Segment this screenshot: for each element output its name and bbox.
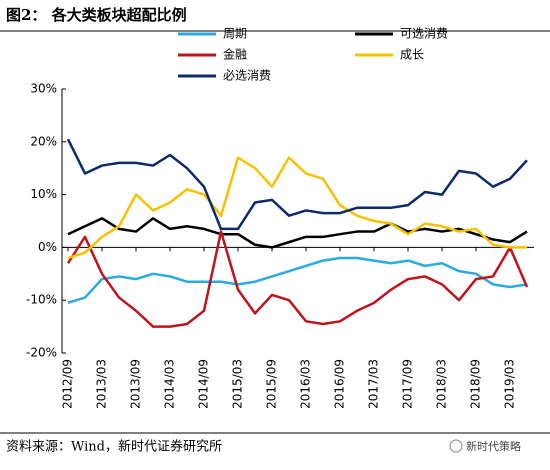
x-tick-label: 2019/03 [503,359,517,409]
watermark-icon [449,439,463,453]
x-tick-label: 2018/03 [435,359,449,409]
x-tick-label: 2014/09 [197,359,211,409]
y-tick-label: -20% [26,346,57,360]
y-tick-label: 0% [38,240,57,254]
y-tick-label: 30% [30,82,57,96]
y-tick-label: -10% [26,293,57,307]
legend-label: 金融 [223,47,247,62]
x-tick-label: 2017/03 [367,359,381,409]
legend-label: 可选消费 [400,27,448,41]
legend-label: 必选消费 [223,69,271,83]
x-tick-label: 2015/09 [265,359,279,409]
x-tick-label: 2015/03 [231,359,245,409]
y-tick-label: 20% [30,134,57,148]
watermark: 新时代策略 [466,439,521,453]
legend-label: 周期 [223,27,247,41]
series-line [67,256,528,305]
series-line [66,230,529,328]
series-line [67,156,527,260]
x-tick-label: 2012/09 [61,359,75,409]
x-tick-label: 2016/03 [299,359,313,409]
x-tick-label: 2013/03 [95,359,109,409]
x-tick-label: 2018/09 [469,359,483,409]
x-tick-label: 2014/03 [163,359,177,409]
legend-label: 成长 [400,48,424,62]
source: 资料来源：Wind，新时代证券研究所 [6,439,222,455]
x-tick-label: 2013/09 [129,359,143,409]
x-tick-label: 2016/09 [333,359,347,409]
x-tick-label: 2017/09 [401,359,415,409]
chart-title: 图2： 各大类板块超配比例 [6,6,187,24]
series-line [66,138,528,231]
y-tick-label: 10% [30,187,57,201]
series-line [67,217,528,249]
